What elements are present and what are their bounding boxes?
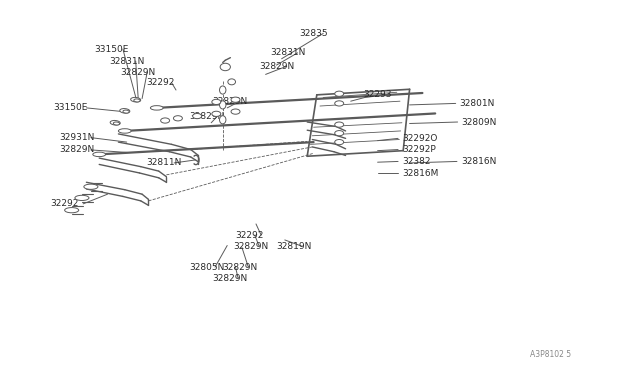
Ellipse shape <box>65 208 79 213</box>
Ellipse shape <box>134 99 140 102</box>
Text: 32831N: 32831N <box>109 57 144 65</box>
Circle shape <box>212 99 221 105</box>
Text: 32931N: 32931N <box>60 133 95 142</box>
Text: 32292: 32292 <box>50 199 78 208</box>
Text: 32819N: 32819N <box>276 242 312 251</box>
Text: 32829N: 32829N <box>212 97 248 106</box>
Text: 32829N: 32829N <box>189 112 225 121</box>
Ellipse shape <box>228 79 236 85</box>
Text: 33150E: 33150E <box>95 45 129 54</box>
Ellipse shape <box>110 121 120 125</box>
Circle shape <box>335 122 344 127</box>
Text: A3P8102 5: A3P8102 5 <box>530 350 571 359</box>
Ellipse shape <box>113 122 120 125</box>
Text: 32831N: 32831N <box>270 48 305 57</box>
Ellipse shape <box>93 152 106 157</box>
Circle shape <box>231 97 240 102</box>
Text: 32292: 32292 <box>236 231 264 240</box>
Circle shape <box>212 111 221 116</box>
Circle shape <box>335 101 344 106</box>
Text: 32829N: 32829N <box>234 242 269 251</box>
Ellipse shape <box>75 195 89 201</box>
Ellipse shape <box>131 97 141 102</box>
Ellipse shape <box>150 106 163 110</box>
Text: 32293: 32293 <box>364 90 392 99</box>
Text: 32292P: 32292P <box>402 145 436 154</box>
Circle shape <box>335 131 344 136</box>
Ellipse shape <box>220 116 226 124</box>
Text: 32835: 32835 <box>300 29 328 38</box>
Circle shape <box>173 116 182 121</box>
Text: 32829N: 32829N <box>259 62 294 71</box>
Text: 32801N: 32801N <box>460 99 495 108</box>
Circle shape <box>161 118 170 123</box>
Text: 32811N: 32811N <box>146 158 181 167</box>
Ellipse shape <box>84 184 98 189</box>
Ellipse shape <box>220 63 230 71</box>
Text: 32816M: 32816M <box>402 169 438 178</box>
Text: 32829N: 32829N <box>120 68 156 77</box>
Ellipse shape <box>120 109 130 113</box>
Text: 32292O: 32292O <box>402 134 437 143</box>
Text: 32382: 32382 <box>402 157 431 166</box>
Ellipse shape <box>220 86 226 94</box>
Ellipse shape <box>123 110 129 113</box>
Circle shape <box>335 140 344 145</box>
Text: 32292: 32292 <box>146 78 174 87</box>
Circle shape <box>231 109 240 114</box>
Text: 32829N: 32829N <box>223 263 258 272</box>
Circle shape <box>335 91 344 96</box>
Text: 32805N: 32805N <box>189 263 225 272</box>
Text: 33150E: 33150E <box>53 103 88 112</box>
Text: 32816N: 32816N <box>461 157 496 166</box>
Ellipse shape <box>118 129 131 133</box>
Text: 32829N: 32829N <box>60 145 95 154</box>
Text: 32809N: 32809N <box>461 118 496 126</box>
Text: 32829N: 32829N <box>212 274 248 283</box>
Circle shape <box>193 113 202 119</box>
Ellipse shape <box>220 101 226 109</box>
